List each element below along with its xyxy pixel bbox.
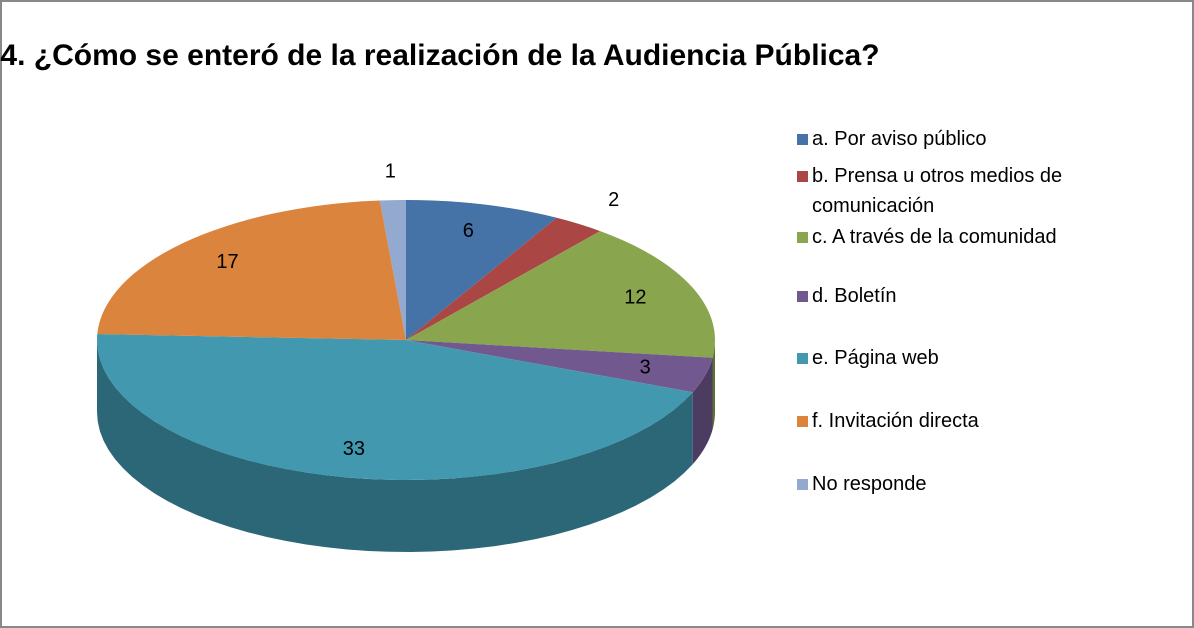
slice-side: [692, 357, 713, 465]
legend-label: f. Invitación directa: [812, 410, 979, 432]
legend-item: a. Por aviso público: [797, 124, 1117, 154]
slice: [406, 340, 713, 393]
data-label: 3: [640, 357, 651, 379]
legend-swatch: [797, 232, 808, 243]
data-label: 2: [608, 189, 619, 211]
slice-side: [97, 340, 693, 552]
legend-label: b. Prensa u otros medios de comunicación: [812, 165, 1063, 217]
slice: [97, 200, 407, 340]
slice: [96, 334, 693, 481]
slice: [406, 200, 557, 340]
legend-item: c. A través de la comunidad: [797, 222, 1117, 252]
slice: [379, 200, 406, 340]
legend-label: No responde: [812, 473, 927, 495]
legend-swatch: [797, 134, 808, 145]
legend-swatch: [797, 416, 808, 427]
legend-item: e. Página web: [797, 343, 1117, 373]
chart-title: 4. ¿Cómo se enteró de la realización de …: [0, 39, 879, 72]
legend-item: b. Prensa u otros medios de comunicación: [797, 161, 1117, 221]
data-label: 6: [463, 220, 474, 242]
legend-label: d. Boletín: [812, 285, 897, 307]
legend-swatch: [797, 353, 808, 364]
legend-label: c. A través de la comunidad: [812, 226, 1057, 248]
data-label: 17: [216, 251, 238, 273]
slice: [406, 217, 601, 340]
legend-label: e. Página web: [812, 347, 939, 369]
legend-swatch: [797, 291, 808, 302]
slice-side: [712, 340, 715, 430]
slice: [406, 231, 715, 358]
legend-label: a. Por aviso público: [812, 128, 987, 150]
data-label: 33: [343, 438, 365, 460]
data-label: 12: [624, 287, 646, 309]
legend-item: d. Boletín: [797, 281, 1117, 311]
legend-swatch: [797, 479, 808, 490]
data-label: 1: [385, 160, 396, 182]
legend-item: No responde: [797, 469, 1117, 499]
legend-item: f. Invitación directa: [797, 406, 1117, 436]
legend-swatch: [797, 171, 808, 182]
